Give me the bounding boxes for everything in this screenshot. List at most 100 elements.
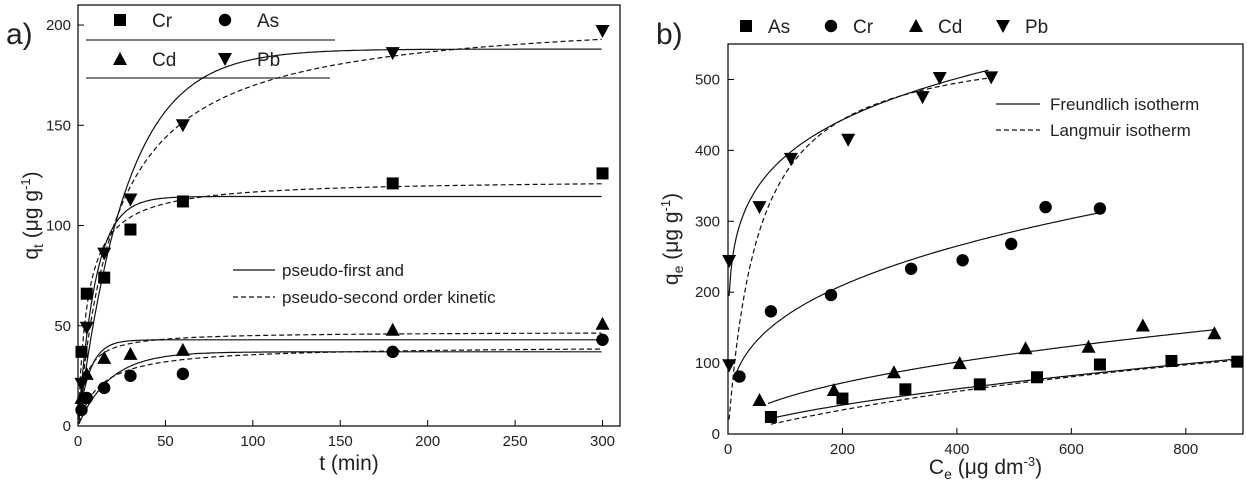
legend-marker-Cd <box>909 19 923 32</box>
x-tick-label: 400 <box>944 441 969 458</box>
legend-marker-Cr <box>114 14 126 26</box>
fit-first-order-Pb <box>78 48 602 420</box>
data-point-As <box>973 378 986 391</box>
data-point-Cd <box>752 392 767 406</box>
fit-second-order-Cd <box>78 332 602 417</box>
line-legend-label: Langmuir isotherm <box>1050 121 1191 140</box>
legend-label-Cr: Cr <box>152 11 173 32</box>
x-axis-label-part: C <box>929 456 944 479</box>
x-tick-label: 600 <box>1059 441 1084 458</box>
legend-marker-As <box>218 13 232 27</box>
y-tick-label: 500 <box>695 71 720 88</box>
plot-frame <box>77 4 621 427</box>
data-point-As <box>899 383 912 396</box>
x-tick-label: 200 <box>830 441 855 458</box>
data-point-Cr <box>124 223 137 236</box>
legend-label-As: As <box>257 11 279 32</box>
line-legend-label: Freundlich isotherm <box>1050 95 1199 114</box>
data-point-Cr <box>596 167 609 180</box>
x-tick-label: 100 <box>240 433 265 450</box>
data-point-Pb <box>932 72 947 86</box>
data-point-Cr <box>956 254 969 267</box>
fit-langmuir-As <box>770 359 1244 425</box>
data-point-Cr <box>1093 202 1107 215</box>
x-tick-label: 150 <box>328 433 353 450</box>
data-point-Cr <box>733 370 746 383</box>
data-point-Cd <box>1135 318 1150 332</box>
data-point-Cd <box>595 316 610 330</box>
line-legend-label: pseudo-second order kinetic <box>282 288 496 307</box>
data-point-As <box>1031 371 1043 384</box>
data-point-Pb <box>79 321 94 335</box>
legend-marker-Cd <box>113 52 127 65</box>
data-point-Cd <box>1081 339 1096 353</box>
panel-label: a) <box>6 18 33 51</box>
legend-label-As: As <box>768 17 790 38</box>
panel-b-isotherms: 0 200 400 600 800 0 100 200 300 400 500 b) Ce (μg dm… <box>656 17 1244 482</box>
y-axis-label-part: -1 <box>18 178 33 190</box>
data-point-Pb <box>984 71 999 85</box>
x-axis-label-part: e <box>944 466 952 482</box>
data-point-As <box>75 403 88 417</box>
y-axis-label-part: (μg g <box>660 211 683 265</box>
data-point-Cr <box>904 262 918 275</box>
data-point-Pb <box>752 201 767 215</box>
data-point-Pb <box>915 91 930 105</box>
data-point-Cd <box>1207 326 1222 340</box>
y-tick-label: 100 <box>46 218 71 235</box>
y-axis-label-part: t <box>30 244 46 248</box>
y-tick-label: 400 <box>695 142 720 159</box>
data-point-Cd <box>97 350 112 364</box>
x-tick-label: 800 <box>1173 441 1198 458</box>
line-legend-label: pseudo-first and <box>282 261 404 280</box>
y-tick-label: 100 <box>695 355 720 372</box>
y-axis-label-part: -1 <box>658 200 673 212</box>
y-axis-label-part: (μg g <box>20 190 43 244</box>
data-point-Cr <box>80 287 93 300</box>
x-tick-label: 0 <box>74 433 82 450</box>
y-tick-label: 200 <box>46 17 71 34</box>
data-point-Pb <box>123 193 138 207</box>
data-point-Cd <box>74 390 89 404</box>
fit-freundlich-Cr <box>733 212 1100 381</box>
y-axis-label-part: q <box>20 248 43 260</box>
data-point-As <box>98 381 111 395</box>
data-point-Cr <box>1039 200 1052 214</box>
data-point-Pb <box>385 47 400 61</box>
fit-freundlich-Pb <box>728 69 989 297</box>
data-point-Cr <box>824 288 838 302</box>
data-point-As <box>124 369 137 383</box>
data-point-Cd <box>886 365 901 379</box>
fit-langmuir-Pb <box>728 77 989 420</box>
fit-second-order-As <box>78 348 602 424</box>
fit-second-order-Pb <box>78 38 602 417</box>
x-tick-label: 50 <box>157 433 174 450</box>
data-point-As <box>176 367 190 381</box>
y-tick-label: 200 <box>695 284 720 301</box>
x-axis-label-part: (μg dm <box>952 456 1024 479</box>
data-point-Cr <box>98 271 111 284</box>
data-point-Pb <box>97 247 112 261</box>
data-point-Cr <box>1005 237 1018 251</box>
y-axis-label-part: e <box>670 265 686 273</box>
fit-freundlich-Cd <box>767 329 1217 405</box>
data-point-Cd <box>175 342 190 356</box>
y-axis-label: qt (μg g-1) <box>18 171 46 259</box>
y-tick-label: 300 <box>695 213 720 230</box>
y-tick-label: 0 <box>63 418 71 435</box>
data-point-As <box>1231 355 1244 368</box>
y-axis-label: qe (μg g-1) <box>658 193 686 285</box>
data-point-As <box>1093 358 1106 371</box>
fit-second-order-Cr <box>78 183 602 406</box>
y-tick-label: 150 <box>46 117 71 134</box>
x-axis-label-part: -3 <box>1024 454 1036 469</box>
legend-marker-Pb <box>218 53 232 66</box>
data-point-Cr <box>176 195 189 208</box>
legend-label-Cd: Cd <box>152 50 176 71</box>
data-point-As <box>1165 354 1178 367</box>
data-point-Cr <box>764 305 778 318</box>
legend-label-Cr: Cr <box>853 17 874 38</box>
legend-label-Cd: Cd <box>938 17 962 38</box>
legend-marker-Cr <box>824 19 838 33</box>
